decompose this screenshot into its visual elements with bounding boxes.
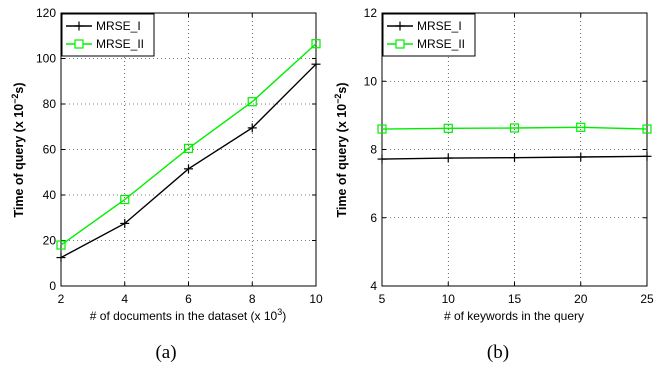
data-point [184,164,193,174]
y-tick-label: 0 [49,279,56,293]
legend: MRSE_I MRSE_II [61,13,155,57]
panel-caption: (a) [155,342,176,363]
data-point [443,123,453,133]
x-tick-label: 10 [442,292,456,306]
x-axis-label: # of documents in the dataset (x 103) [90,307,286,323]
legend-label: MRSE_I [417,19,462,33]
x-tick-label: 20 [574,292,588,306]
y-axis-label: Time of query (x 10−2s) [10,82,26,217]
data-point [120,218,130,228]
data-point [377,124,387,134]
y-tick-label: 12 [364,6,378,20]
y-tick-label: 20 [43,234,57,248]
data-point [56,253,66,263]
legend-label: MRSE_II [417,37,465,51]
legend-entry-mrse-ii: MRSE_II [387,37,465,51]
legend-box [382,13,476,57]
x-tick-label: 4 [121,292,128,306]
x-tick-label: 15 [508,292,522,306]
data-point [377,154,387,164]
legend-label: MRSE_II [96,37,144,51]
y-tick-label: 10 [364,74,378,88]
data-point [311,39,321,49]
panel-b: 5 10 15 20 25 4 6 8 10 12 MRSE_I MRSE_II # of keyw… [333,6,654,363]
y-tick-label: 60 [43,143,57,157]
legend-label: MRSE_I [96,19,141,33]
y-tick-label: 8 [370,143,377,157]
x-tick-label: 2 [58,292,65,306]
data-point [642,124,652,134]
data-point [509,123,520,133]
series-group [56,39,321,263]
series-line-mrse-ii [381,126,648,130]
x-axis-label: # of keywords in the query [444,309,584,323]
data-point [642,151,652,161]
data-point [311,59,321,69]
x-tick-label: 8 [249,292,256,306]
y-tick-label: 40 [43,188,57,202]
data-point [247,123,257,133]
grid [61,13,316,286]
panel-caption: (b) [487,342,509,363]
y-axis-label: Time of query (x 10−2s) [333,82,349,217]
x-tick-label: 6 [185,292,192,306]
y-tick-label: 6 [370,211,377,225]
data-point [56,240,66,250]
data-point [247,97,257,107]
legend-entry-mrse-ii: MRSE_II [66,37,144,51]
x-tick-label: 10 [309,292,323,306]
legend-entry-mrse-i: MRSE_I [387,19,462,33]
axis-ticks: 5 10 15 20 25 4 6 8 10 12 [364,6,654,306]
y-tick-label: 120 [36,6,56,20]
y-tick-label: 80 [43,97,57,111]
legend-box [61,13,155,57]
series-group [377,122,652,164]
data-point [510,153,519,163]
data-point [576,122,586,132]
grid [382,13,647,286]
x-tick-label: 25 [640,292,654,306]
data-point [183,143,194,153]
y-tick-label: 100 [36,52,56,66]
legend-entry-mrse-i: MRSE_I [66,19,141,33]
data-point [120,194,130,205]
legend: MRSE_I MRSE_II [382,13,476,57]
y-tick-label: 4 [370,279,377,293]
x-tick-label: 5 [379,292,386,306]
data-point [576,152,586,162]
series-line-mrse-ii [60,43,317,246]
data-point [443,153,453,163]
